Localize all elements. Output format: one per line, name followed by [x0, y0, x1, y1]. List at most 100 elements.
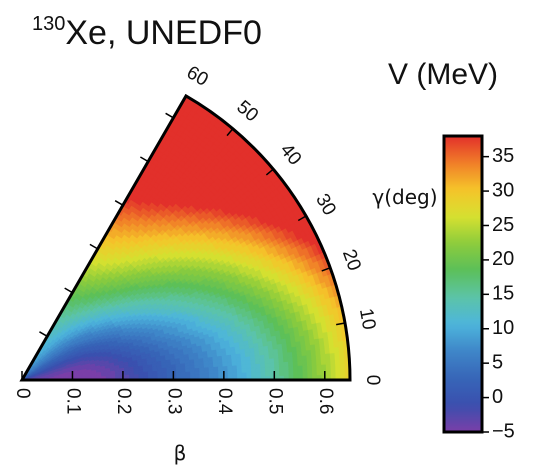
- gamma-axis-label: γ(deg): [372, 185, 437, 209]
- title-superscript: 130: [32, 13, 65, 35]
- heatmap-cell: [283, 360, 290, 367]
- heatmap-cell: [334, 357, 341, 364]
- heatmap-cell: [311, 358, 318, 366]
- heatmap-wedge: [19, 93, 352, 382]
- colorbar-gradient: [442, 134, 484, 434]
- heatmap-cell: [307, 369, 313, 376]
- heatmap-cell: [269, 366, 276, 372]
- beta-tick-label: 0.1: [62, 388, 83, 414]
- heatmap-cell: [282, 356, 289, 363]
- beta-tick-label: 0: [12, 388, 33, 399]
- beta-tick-label: 0.4: [214, 388, 235, 415]
- colorbar: V (MeV) 35 30 25 20 15 10 5 0 −5: [388, 58, 515, 442]
- heatmap-cell: [306, 354, 313, 361]
- heatmap-cell: [297, 369, 304, 376]
- heatmap-cell: [288, 360, 294, 367]
- heatmap-cell: [340, 368, 346, 375]
- heatmap-cell: [330, 357, 336, 365]
- heatmap-cell: [283, 365, 290, 372]
- heatmap-cell: [325, 358, 332, 365]
- heatmap-cell: [237, 371, 243, 377]
- heatmap-cell: [274, 366, 280, 372]
- heatmap-cell: [288, 365, 295, 372]
- beta-edge-tick-mark: [139, 156, 149, 163]
- heatmap-cells: [22, 95, 351, 380]
- gamma-tick-label: 20: [338, 247, 365, 274]
- heatmap-cell: [311, 364, 318, 371]
- beta-edge-tick-mark: [165, 112, 174, 119]
- colorbar-tick-label: 25: [492, 214, 514, 236]
- colorbar-tick-label: 30: [492, 179, 514, 201]
- beta-tick-label: 0.6: [315, 388, 336, 414]
- heatmap-cell: [316, 358, 322, 365]
- heatmap-cell: [329, 352, 336, 359]
- gamma-tick-label: 30: [311, 190, 340, 219]
- heatmap-cell: [274, 370, 281, 376]
- heatmap-cell: [241, 371, 248, 377]
- heatmap-cell: [218, 372, 224, 377]
- heatmap-cell: [316, 363, 323, 371]
- colorbar-tick-label: 10: [492, 317, 514, 339]
- beta-edge-tick-mark: [114, 200, 124, 206]
- heatmap-cell: [316, 369, 323, 376]
- colorbar-tick-label: 5: [492, 351, 503, 373]
- colorbar-tick-label: 0: [492, 386, 503, 408]
- beta-edge-tick-mark: [39, 331, 48, 337]
- heatmap-cell: [260, 371, 267, 377]
- heatmap-cell: [302, 359, 308, 366]
- colorbar-tick-label: 20: [492, 248, 514, 270]
- heatmap-cell: [293, 369, 299, 376]
- heatmap-cell: [264, 366, 271, 372]
- heatmap-cell: [324, 352, 331, 360]
- gamma-tick-label: 40: [276, 140, 306, 170]
- colorbar-tick-label: −5: [492, 420, 515, 442]
- heatmap-cell: [288, 370, 295, 376]
- heatmap-cell: [265, 370, 271, 377]
- beta-edge-tick-mark: [89, 243, 99, 250]
- heatmap-cell: [278, 365, 285, 372]
- heatmap-cell: [279, 370, 285, 376]
- heatmap-cell: [292, 360, 299, 367]
- heatmap-cell: [339, 357, 346, 364]
- heatmap-cell: [325, 363, 332, 370]
- heatmap-cell: [330, 363, 337, 370]
- heatmap-cell: [297, 359, 304, 366]
- heatmap-cell: [255, 371, 262, 377]
- heatmap-cell: [335, 362, 341, 370]
- heatmap-cell: [255, 367, 262, 373]
- heatmap-cell: [278, 361, 285, 367]
- beta-tick-label: 0.3: [163, 388, 184, 414]
- heatmap-cell: [320, 353, 327, 360]
- heatmap-cell: [283, 370, 290, 376]
- heatmap-cell: [269, 361, 276, 368]
- heatmap-cell: [311, 369, 318, 376]
- heatmap-cell: [339, 362, 346, 370]
- heatmap-cell: [273, 361, 280, 368]
- gamma-tick-label: 60: [183, 62, 212, 91]
- beta-tick-label: 0.5: [264, 388, 285, 414]
- title-main: Xe, UNEDF0: [65, 14, 262, 52]
- heatmap-cell: [335, 368, 341, 375]
- heatmap-cell: [292, 355, 299, 362]
- gamma-tick-label: 10: [355, 307, 379, 331]
- heatmap-cell: [320, 358, 327, 365]
- heatmap-cell: [302, 364, 309, 371]
- colorbar-tick-label: 15: [492, 283, 514, 305]
- heatmap-cell: [251, 371, 257, 377]
- colorbar-title: V (MeV): [388, 58, 498, 91]
- colorbar-ticks: 35 30 25 20 15 10 5 0 −5: [482, 145, 515, 442]
- heatmap-cell: [297, 364, 304, 371]
- heatmap-cell: [264, 362, 271, 368]
- heatmap-cell: [246, 371, 252, 377]
- colorbar-tick-label: 35: [492, 145, 514, 167]
- heatmap-cell: [310, 353, 317, 361]
- heatmap-cell: [241, 367, 248, 373]
- beta-edge-tick-mark: [64, 287, 73, 294]
- heatmap-cell: [232, 372, 238, 377]
- heatmap-cell: [321, 363, 327, 370]
- chart-title: 130Xe, UNEDF0: [32, 13, 262, 52]
- beta-tick-label: 0.2: [113, 388, 134, 414]
- heatmap-cell: [330, 368, 337, 376]
- heatmap-cell: [296, 355, 303, 362]
